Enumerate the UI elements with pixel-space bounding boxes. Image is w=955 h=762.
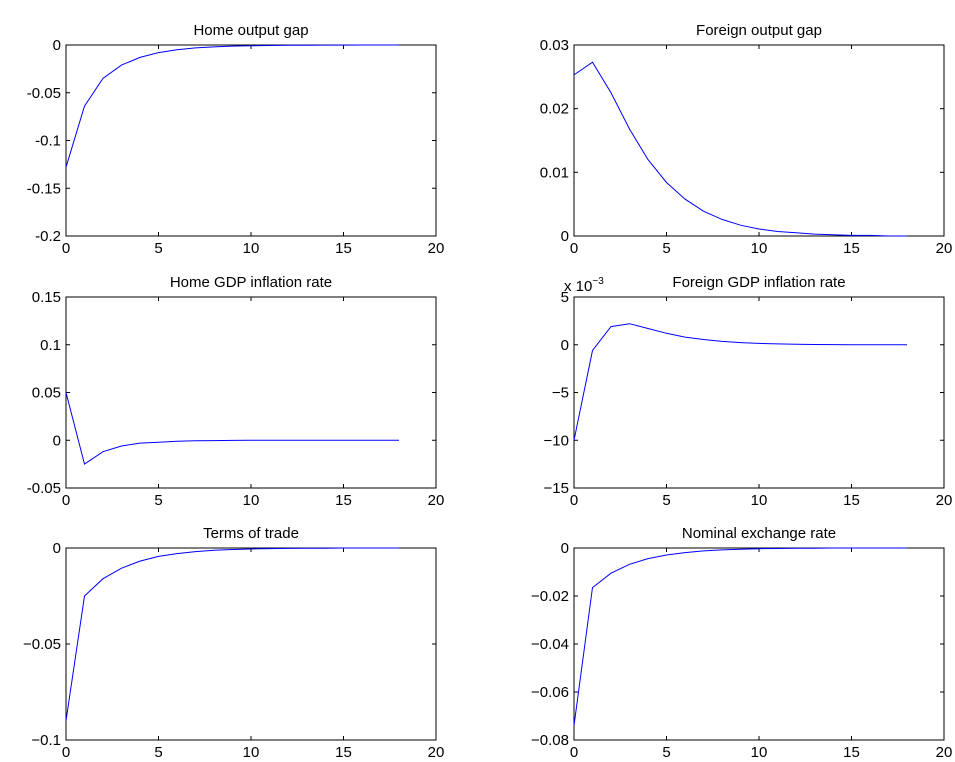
- chart-title: Foreign GDP inflation rate: [672, 274, 845, 291]
- y-tick-label: 0.05: [32, 385, 61, 402]
- series-line: [573, 547, 907, 726]
- x-tick-label: 5: [154, 492, 162, 509]
- x-tick-label: 0: [62, 492, 70, 509]
- y-tick-label: −0.1: [31, 732, 61, 749]
- axes-box: [573, 44, 945, 237]
- x-tick-label: 20: [936, 744, 953, 761]
- y-tick-label: 0.02: [540, 101, 569, 118]
- y-tick-label: -0.1: [35, 133, 61, 150]
- x-tick-label: 0: [570, 744, 578, 761]
- x-tick-label: 20: [936, 492, 953, 509]
- x-tick-label: 5: [154, 240, 162, 257]
- chart-title: Home output gap: [193, 22, 308, 39]
- y-tick-label: -0.2: [35, 228, 61, 245]
- x-tick-label: 0: [570, 492, 578, 509]
- axes-box: [573, 547, 945, 741]
- axis-scale-label: x 10−3: [564, 276, 604, 295]
- x-tick-label: 15: [335, 240, 352, 257]
- y-tick-label: 0: [561, 540, 569, 557]
- x-tick-label: 10: [751, 492, 768, 509]
- subplot-5: Terms of trade 0 5 10 15 20 0 −0.05 −0.1: [23, 525, 444, 761]
- y-tick-label: 0.1: [40, 337, 61, 354]
- x-tick-label: 10: [243, 492, 260, 509]
- chart-title: Home GDP inflation rate: [170, 274, 332, 291]
- series-line: [65, 392, 399, 465]
- y-tick-label: −0.06: [531, 684, 569, 701]
- y-tick-label: −0.04: [531, 636, 569, 653]
- x-tick-label: 5: [662, 240, 670, 257]
- y-tick-label: 0: [561, 337, 569, 354]
- axes-box: [65, 296, 437, 489]
- axes-box: [573, 296, 945, 489]
- x-tick-label: 10: [243, 744, 260, 761]
- x-tick-label: 20: [428, 240, 445, 257]
- x-tick-label: 20: [936, 240, 953, 257]
- subplot-1: Home output gap 0 5 10 15 20 0 -0.05 -0.1 -0.15 -0…: [27, 22, 445, 257]
- x-tick-label: 0: [570, 240, 578, 257]
- axes-box: [65, 44, 437, 237]
- axis-scale-exponent: −3: [592, 276, 604, 287]
- chart-title: Nominal exchange rate: [682, 525, 836, 542]
- x-tick-label: 10: [751, 240, 768, 257]
- y-tick-label: −10: [544, 432, 569, 449]
- x-tick-label: 15: [843, 240, 860, 257]
- x-tick-label: 0: [62, 240, 70, 257]
- x-tick-label: 5: [154, 744, 162, 761]
- series-line: [573, 323, 907, 441]
- axis-scale-base: x 10: [564, 278, 592, 295]
- y-tick-label: −0.02: [531, 588, 569, 605]
- y-tick-label: 0.15: [32, 289, 61, 306]
- y-tick-label: 0: [53, 37, 61, 54]
- y-tick-label: 5: [561, 289, 569, 306]
- x-tick-label: 5: [662, 744, 670, 761]
- y-tick-label: -0.15: [27, 180, 61, 197]
- y-tick-label: -0.05: [27, 85, 61, 102]
- chart-title: Terms of trade: [203, 525, 299, 542]
- x-tick-label: 15: [843, 492, 860, 509]
- subplot-2: Foreign output gap 0 5 10 15 20 0.03 0.02 0.01 0: [540, 22, 953, 257]
- y-tick-label: -0.05: [27, 480, 61, 497]
- y-tick-label: 0: [561, 228, 569, 245]
- subplot-6: Nominal exchange rate 0 5 10 15 20 0 −0.02 −0.04…: [531, 525, 952, 761]
- y-tick-label: 0.01: [540, 164, 569, 181]
- x-tick-label: 0: [62, 744, 70, 761]
- subplot-3: Home GDP inflation rate 0 5 10 15 20 0.15 0.1 0.…: [27, 274, 445, 509]
- y-tick-label: −15: [544, 480, 569, 497]
- subplot-4: Foreign GDP inflation rate 0 5 10 15 20 5 0 −5 −1…: [544, 274, 953, 509]
- series-line: [65, 547, 399, 721]
- series-line: [573, 61, 907, 237]
- y-tick-label: −0.05: [23, 636, 61, 653]
- y-tick-label: −0.08: [531, 732, 569, 749]
- x-tick-label: 15: [843, 744, 860, 761]
- x-tick-label: 15: [335, 744, 352, 761]
- series-line: [65, 44, 399, 168]
- x-tick-label: 20: [428, 744, 445, 761]
- x-tick-label: 20: [428, 492, 445, 509]
- x-tick-label: 10: [243, 240, 260, 257]
- y-tick-label: −5: [552, 385, 569, 402]
- x-tick-label: 5: [662, 492, 670, 509]
- x-tick-label: 10: [751, 744, 768, 761]
- x-tick-label: 15: [335, 492, 352, 509]
- y-tick-label: 0: [53, 432, 61, 449]
- axes-box: [65, 547, 437, 741]
- y-tick-label: 0: [53, 540, 61, 557]
- y-tick-label: 0.03: [540, 37, 569, 54]
- chart-title: Foreign output gap: [696, 22, 822, 39]
